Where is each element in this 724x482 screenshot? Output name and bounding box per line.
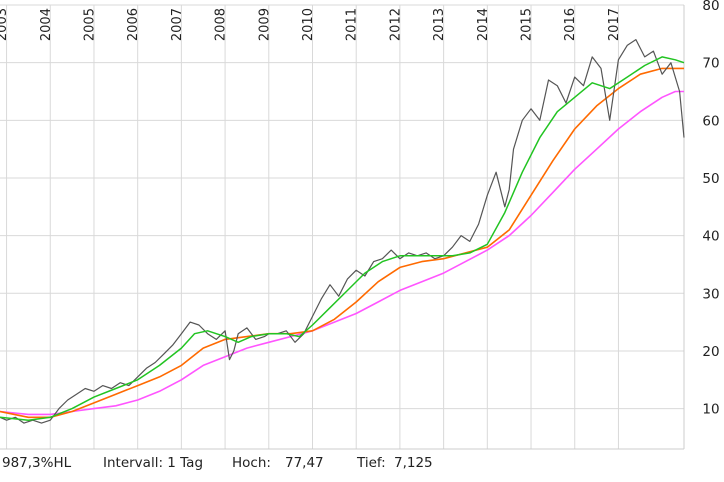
x-tick-label: 2011 xyxy=(345,8,360,41)
low-value: 7,125 xyxy=(394,455,433,471)
series-line-price xyxy=(0,38,685,424)
performance-label: 987,3%HL xyxy=(2,455,72,471)
x-tick-label: 2015 xyxy=(520,8,535,41)
x-tick-label: 2003 xyxy=(0,8,10,41)
x-tick-label: 2007 xyxy=(170,8,185,41)
high-value: 77,47 xyxy=(285,455,324,471)
series-line-ma_mid xyxy=(0,67,684,419)
x-tick-label: 2014 xyxy=(476,8,491,41)
x-tick-label: 2009 xyxy=(257,8,272,41)
y-tick-label: 10 xyxy=(702,402,719,418)
x-tick-label: 2016 xyxy=(563,8,578,41)
y-tick-label: 30 xyxy=(702,286,719,302)
x-tick-label: 2004 xyxy=(39,8,54,41)
y-tick-label: 60 xyxy=(702,113,719,129)
y-tick-label: 20 xyxy=(702,344,719,360)
low-label: Tief: xyxy=(357,455,386,471)
x-tick-label: 2008 xyxy=(214,8,229,41)
x-tick-label: 2010 xyxy=(301,8,316,41)
x-tick-label: 2005 xyxy=(82,8,97,41)
y-tick-label: 40 xyxy=(702,229,719,245)
high-label: Hoch: xyxy=(232,455,271,471)
x-tick-label: 2013 xyxy=(432,8,447,41)
interval-label: Intervall: 1 Tag xyxy=(103,455,204,471)
x-tick-label: 2017 xyxy=(607,8,622,41)
y-tick-label: 50 xyxy=(702,171,719,187)
series-line-ma_short xyxy=(0,56,685,421)
x-tick-label: 2006 xyxy=(126,8,141,41)
y-tick-label: 70 xyxy=(702,56,719,72)
series-line-ma_long xyxy=(0,90,684,416)
x-tick-label: 2012 xyxy=(388,8,403,41)
y-tick-label: 80 xyxy=(702,0,719,14)
